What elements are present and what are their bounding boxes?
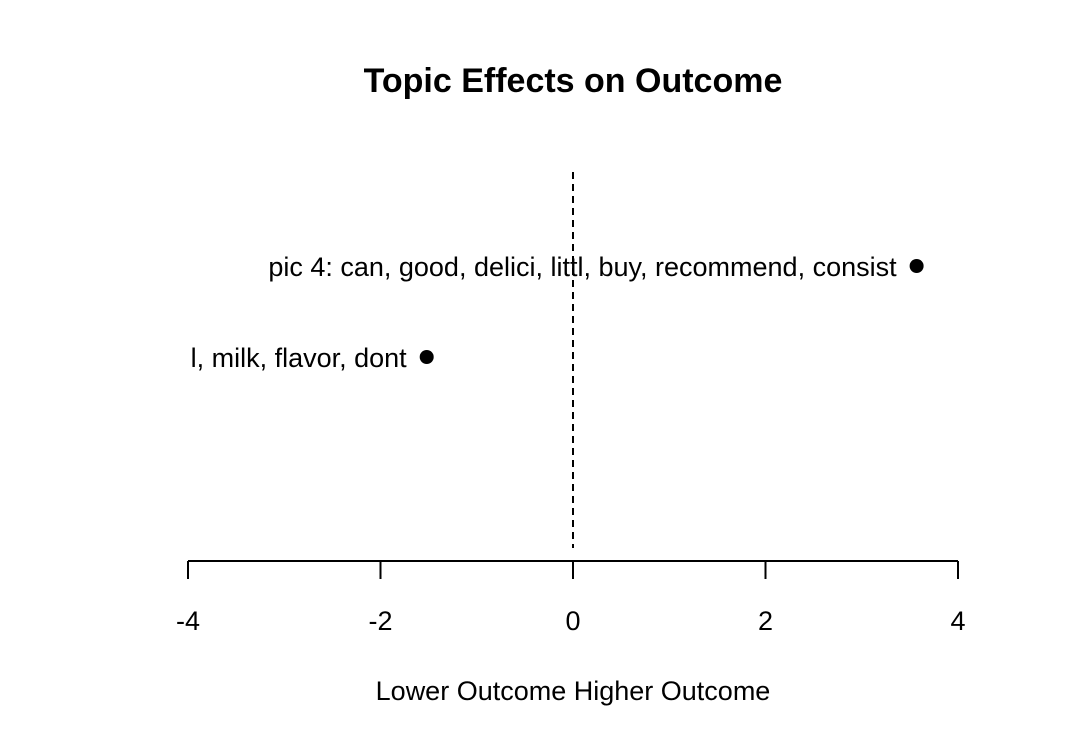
x-tick-label: 4 [950, 606, 965, 636]
point-label: pic 4: can, good, delici, littl, buy, re… [268, 252, 897, 282]
x-tick-label: -4 [176, 606, 200, 636]
x-axis: -4 -2 0 2 4 [176, 560, 966, 636]
chart-title: Topic Effects on Outcome [364, 62, 783, 100]
x-axis-label: Lower Outcome Higher Outcome [376, 676, 771, 706]
point-marker [909, 259, 924, 273]
point-marker [419, 350, 434, 364]
x-tick-label: -2 [368, 606, 392, 636]
x-tick-label: 2 [758, 606, 773, 636]
points-layer: pic 4: can, good, delici, littl, buy, re… [191, 252, 924, 373]
point-label: l, milk, flavor, dont [191, 343, 408, 373]
x-tick-label: 0 [565, 606, 580, 636]
